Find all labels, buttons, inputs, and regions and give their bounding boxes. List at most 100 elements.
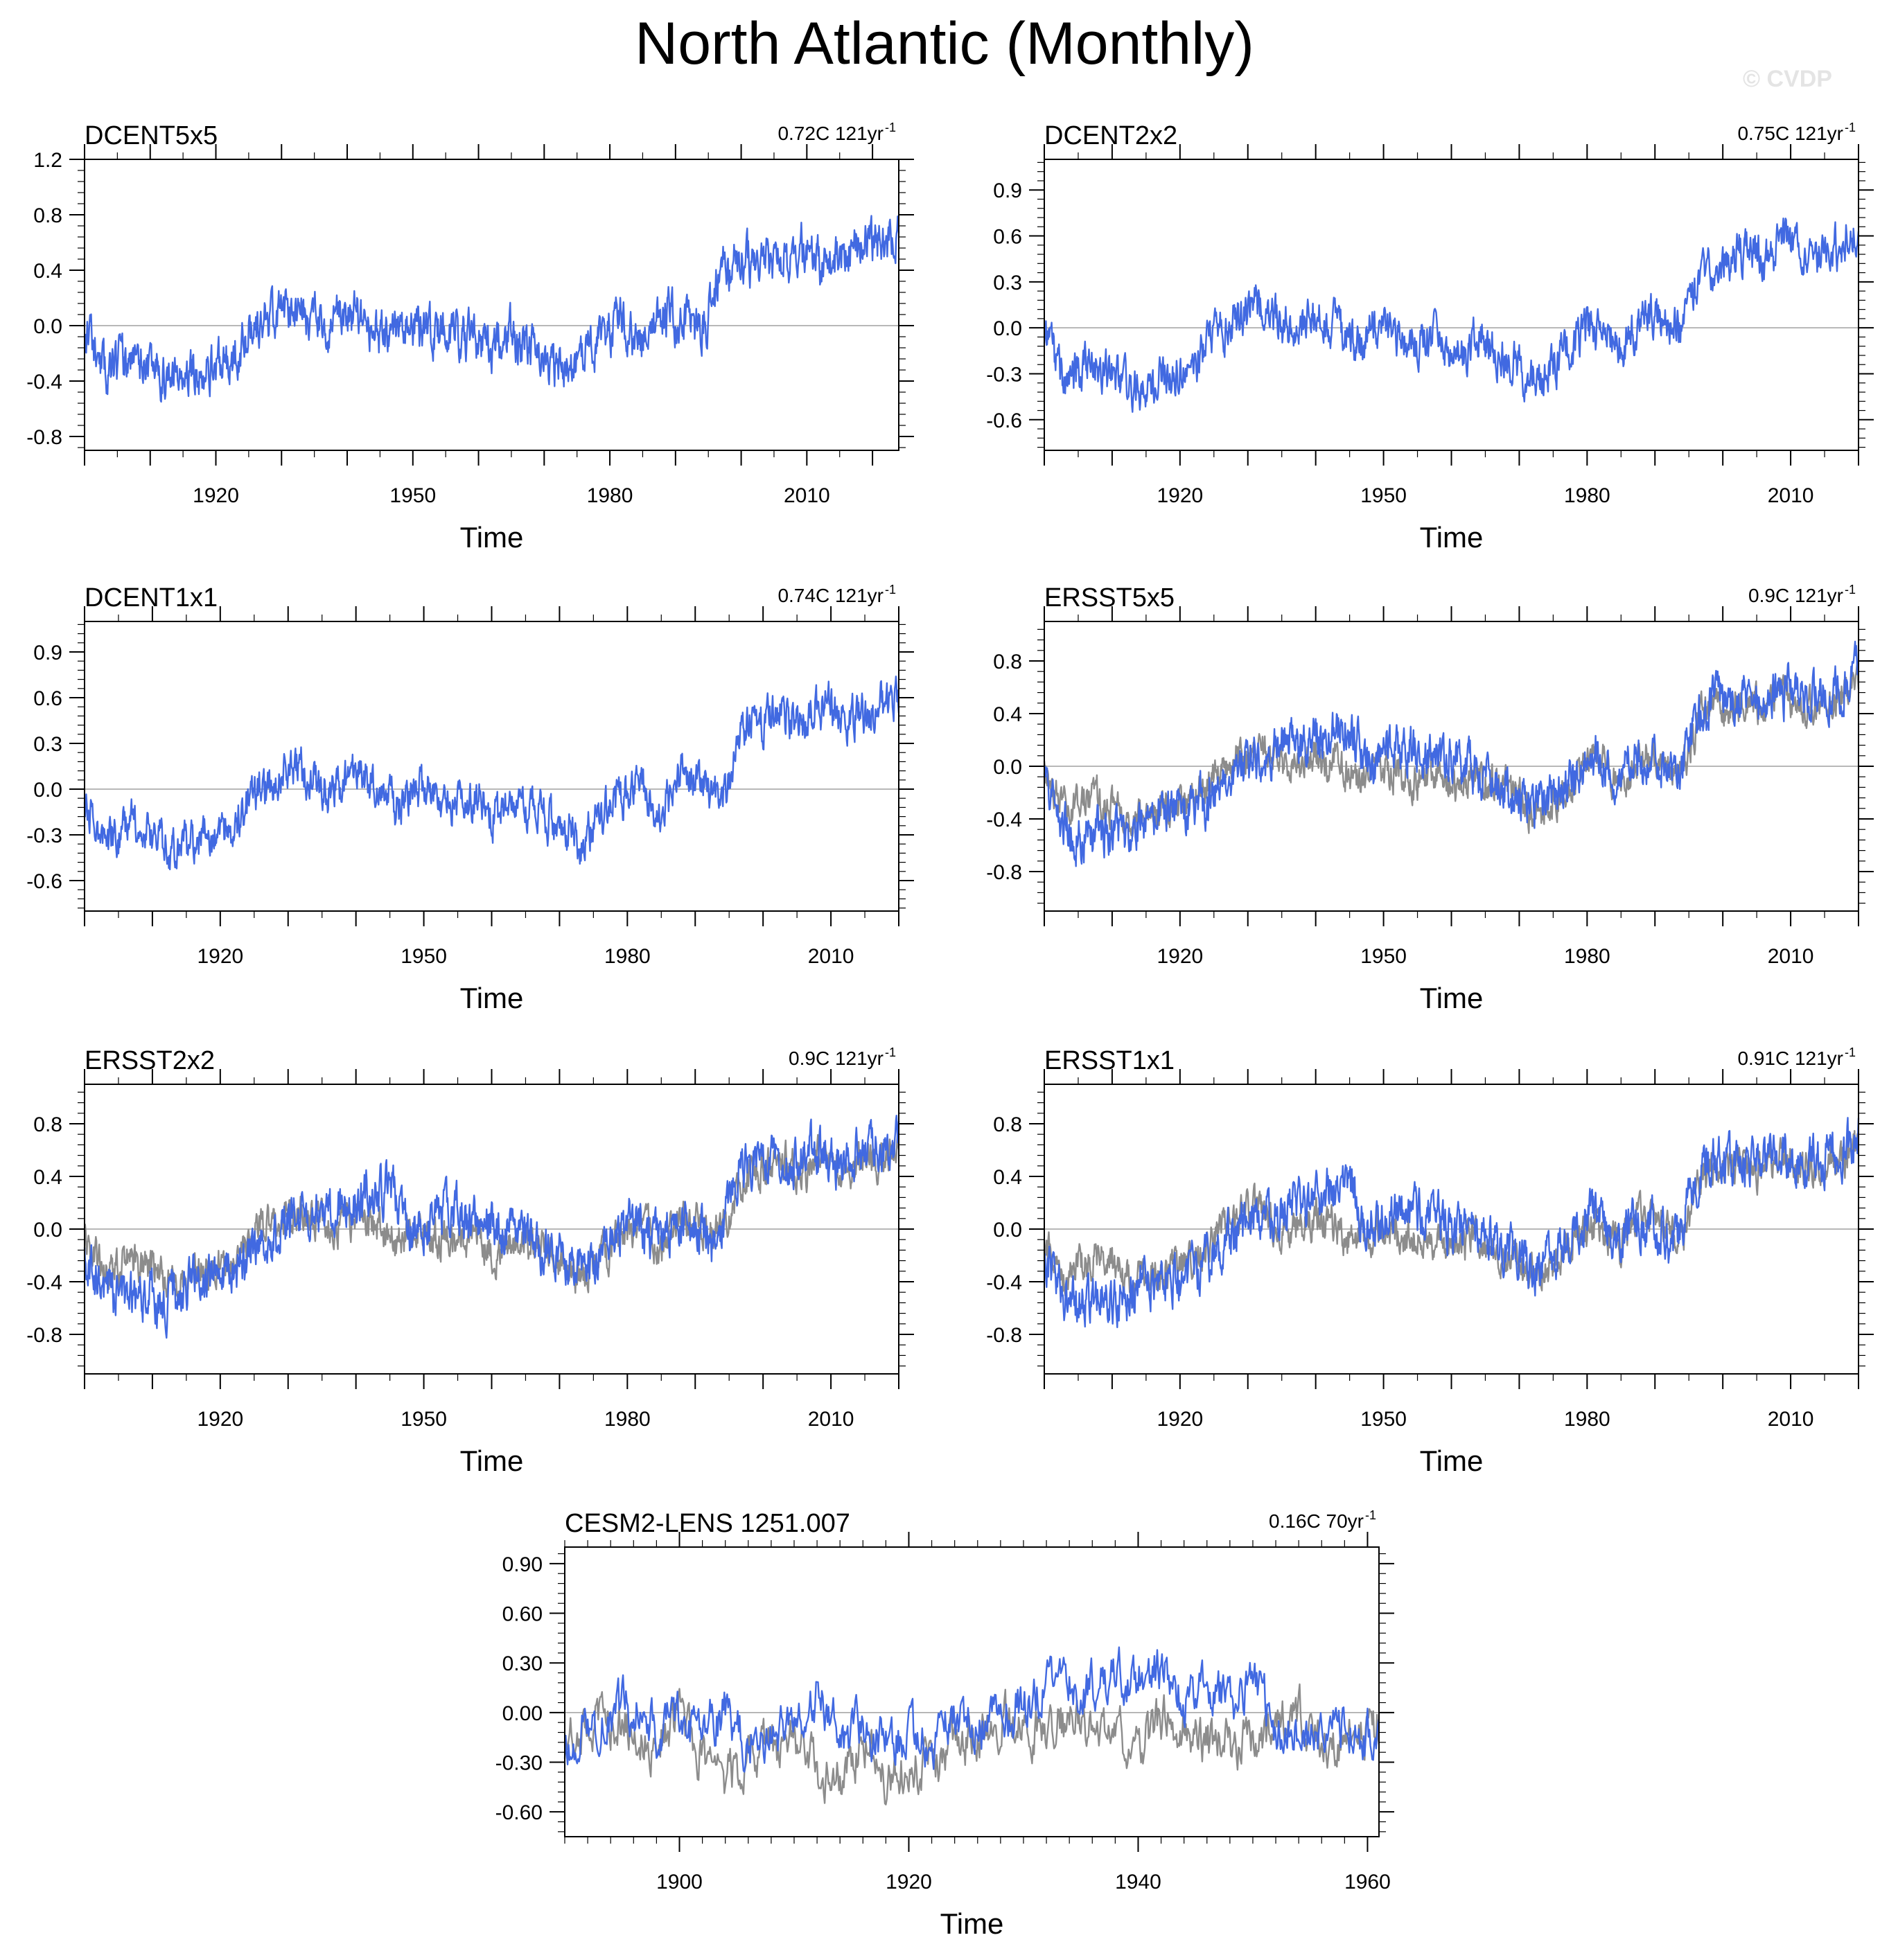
x-tick-label: 1980: [1564, 484, 1610, 507]
series-line: [563, 1646, 1380, 1773]
x-tick-label: 1950: [401, 1408, 447, 1431]
panel-title: DCENT2x2: [1044, 121, 1177, 150]
y-tick-label: 0.4: [993, 703, 1022, 726]
y-tick-label: 0.8: [33, 204, 62, 227]
trend-label: 0.74C 121yr: [777, 585, 884, 606]
chart-panel-2: DCENT2x2 0.75C 121yr -1 0.9 0.6 0.3 0.0 -0.3 -0.…: [986, 121, 1874, 554]
trend-label-exponent: -1: [1365, 1508, 1376, 1522]
chart-panel-4: ERSST5x5 0.9C 121yr -1 0.8 0.4 0.0 -0.4 -0.8 192…: [986, 583, 1874, 1014]
x-tick-label: 1940: [1115, 1871, 1161, 1893]
x-axis-label: Time: [1420, 982, 1484, 1014]
x-axis-label: Time: [460, 521, 524, 554]
y-tick-label: -0.8: [26, 1324, 62, 1347]
y-tick-label: -0.4: [986, 809, 1022, 831]
y-tick-label: 0.0: [993, 756, 1022, 779]
trend-label: 0.91C 121yr: [1737, 1048, 1843, 1069]
x-tick-label: 1920: [193, 484, 239, 507]
trend-label-exponent: -1: [885, 583, 896, 597]
plot-frame: [1044, 159, 1859, 451]
y-tick-label: -0.3: [986, 363, 1022, 386]
trend-label-exponent: -1: [1845, 583, 1856, 597]
y-tick-label: -0.6: [26, 870, 62, 893]
series-line: [563, 1683, 1380, 1806]
y-tick-label: 0.8: [993, 651, 1022, 673]
y-tick-label: 0.8: [33, 1113, 62, 1136]
series-line: [83, 215, 900, 403]
trend-label: 0.75C 121yr: [1737, 123, 1843, 144]
x-tick-label: 2010: [784, 484, 830, 507]
x-tick-label: 1950: [389, 484, 436, 507]
y-tick-label: -0.4: [986, 1271, 1022, 1294]
x-tick-label: 2010: [1768, 1408, 1814, 1431]
y-tick-label: 1.2: [33, 149, 62, 172]
y-tick-label: 0.4: [993, 1166, 1022, 1189]
series-line: [1043, 1117, 1860, 1328]
x-tick-label: 1920: [886, 1871, 932, 1893]
x-axis-label: Time: [940, 1907, 1004, 1940]
x-tick-label: 1950: [1360, 1408, 1407, 1431]
x-axis-label: Time: [460, 982, 524, 1014]
x-tick-label: 2010: [1768, 945, 1814, 968]
y-tick-label: 0.9: [993, 179, 1022, 202]
y-tick-label: 0.00: [502, 1702, 543, 1725]
y-tick-label: 0.30: [502, 1652, 543, 1675]
chart-panel-6: ERSST1x1 0.91C 121yr -1 0.8 0.4 0.0 -0.4 -0.8 19…: [986, 1045, 1874, 1477]
series-line: [1043, 218, 1860, 413]
x-tick-label: 1950: [1360, 945, 1407, 968]
trend-label-exponent: -1: [1845, 1045, 1856, 1059]
x-tick-label: 1980: [587, 484, 633, 507]
y-tick-label: 0.6: [993, 226, 1022, 249]
panel-title: ERSST1x1: [1044, 1046, 1175, 1075]
x-tick-label: 2010: [808, 945, 854, 968]
y-tick-label: -0.4: [26, 371, 62, 394]
series-line: [83, 676, 900, 871]
chart-panel-1: DCENT5x5 0.72C 121yr -1 1.2 0.8 0.4 0.0 -0.4 -0.…: [26, 121, 914, 554]
panel-title: DCENT1x1: [85, 583, 218, 612]
y-tick-label: 0.3: [33, 733, 62, 756]
x-tick-label: 2010: [1768, 484, 1814, 507]
x-tick-label: 1920: [1157, 945, 1203, 968]
y-tick-label: 0.0: [993, 1219, 1022, 1242]
x-tick-label: 1920: [197, 945, 243, 968]
y-tick-label: 0.90: [502, 1553, 543, 1576]
chart-panel-5: ERSST2x2 0.9C 121yr -1 0.8 0.4 0.0 -0.4 -0.8 192…: [26, 1045, 914, 1477]
chart-panel-7: CESM2-LENS 1251.007 0.16C 70yr -1 0.90 0.60 0…: [495, 1508, 1394, 1940]
panel-title: CESM2-LENS 1251.007: [565, 1509, 850, 1538]
x-tick-label: 1980: [1564, 1408, 1610, 1431]
figure-title: North Atlantic (Monthly): [635, 10, 1254, 77]
y-tick-label: 0.3: [993, 272, 1022, 294]
x-tick-label: 1900: [656, 1871, 703, 1893]
y-tick-label: 0.4: [33, 1166, 62, 1189]
series-line: [1043, 1130, 1860, 1308]
y-tick-label: -0.3: [26, 824, 62, 847]
trend-label-exponent: -1: [885, 121, 896, 134]
x-axis-label: Time: [460, 1445, 524, 1477]
x-tick-label: 1920: [1157, 484, 1203, 507]
x-tick-label: 2010: [808, 1408, 854, 1431]
x-tick-label: 1980: [1564, 945, 1610, 968]
trend-label: 0.72C 121yr: [777, 123, 884, 144]
trend-label-exponent: -1: [1845, 121, 1856, 134]
trend-label: 0.9C 121yr: [1748, 585, 1843, 606]
trend-label: 0.9C 121yr: [789, 1048, 884, 1069]
x-axis-label: Time: [1420, 521, 1484, 554]
y-tick-label: -0.8: [26, 426, 62, 449]
y-tick-label: 0.0: [33, 315, 62, 338]
y-tick-label: -0.60: [495, 1801, 543, 1824]
series-line: [1043, 640, 1860, 867]
series-line: [83, 1132, 900, 1303]
x-tick-label: 1960: [1344, 1871, 1391, 1893]
x-tick-label: 1950: [1360, 484, 1407, 507]
plot-frame: [84, 621, 899, 912]
panel-title: ERSST5x5: [1044, 583, 1175, 612]
x-tick-label: 1920: [1157, 1408, 1203, 1431]
plot-frame: [84, 159, 899, 451]
trend-label: 0.16C 70yr: [1269, 1510, 1364, 1532]
trend-label-exponent: -1: [885, 1045, 896, 1059]
y-tick-label: -0.30: [495, 1752, 543, 1775]
y-tick-label: 0.8: [993, 1113, 1022, 1136]
y-tick-label: 0.0: [993, 317, 1022, 340]
y-tick-label: 0.0: [33, 1219, 62, 1242]
y-tick-label: 0.0: [33, 779, 62, 802]
